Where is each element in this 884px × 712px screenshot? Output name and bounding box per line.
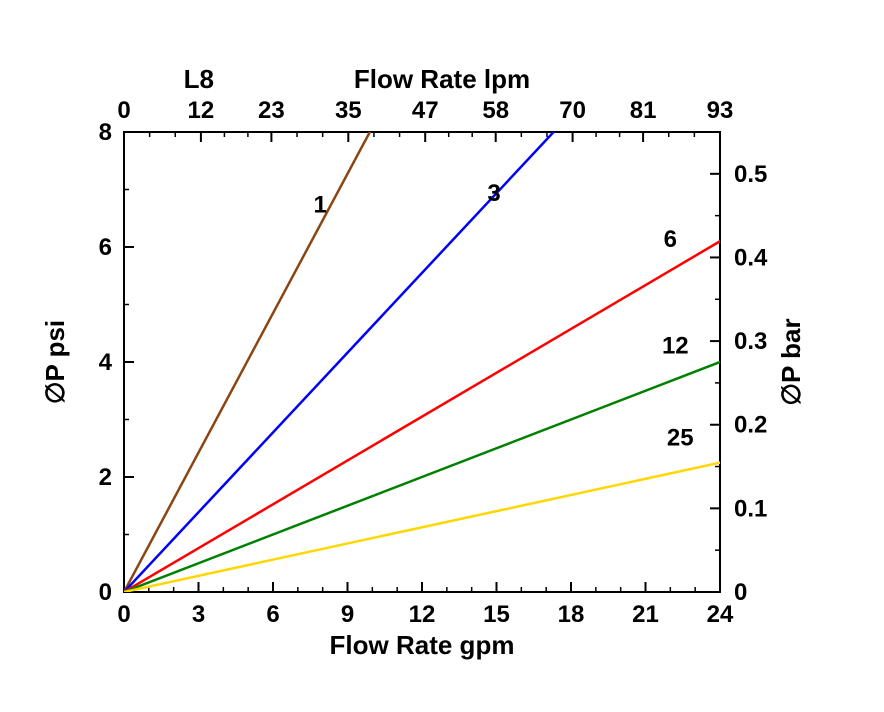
top-tick-label: 81 <box>630 97 657 124</box>
series-label-1: 1 <box>314 192 327 219</box>
bottom-tick-label: 12 <box>409 601 436 628</box>
top-tick-label: 0 <box>117 97 130 124</box>
chart-svg: 03691215182124Flow Rate gpm0122335475870… <box>0 0 884 712</box>
top-tick-label: 47 <box>412 97 439 124</box>
left-tick-label: 0 <box>99 579 112 606</box>
bottom-tick-label: 24 <box>707 601 734 628</box>
bottom-tick-label: 15 <box>483 601 510 628</box>
bottom-tick-label: 18 <box>558 601 585 628</box>
right-tick-label: 0.4 <box>734 244 768 271</box>
right-tick-label: 0.2 <box>734 412 767 439</box>
right-tick-label: 0 <box>734 579 747 606</box>
left-tick-label: 2 <box>99 464 112 491</box>
top-tick-label: 12 <box>188 97 215 124</box>
right-axis-label: ∅P bar <box>776 318 806 405</box>
series-label-25: 25 <box>667 424 694 451</box>
right-tick-label: 0.3 <box>734 328 767 355</box>
top-axis-label: Flow Rate lpm <box>354 64 530 94</box>
bottom-tick-label: 21 <box>632 601 659 628</box>
bottom-axis-label: Flow Rate gpm <box>330 630 515 660</box>
series-label-12: 12 <box>662 332 689 359</box>
left-tick-label: 8 <box>99 119 112 146</box>
right-tick-label: 0.1 <box>734 495 767 522</box>
series-label-6: 6 <box>664 226 677 253</box>
top-tick-label: 58 <box>482 97 509 124</box>
top-tick-label: 23 <box>258 97 285 124</box>
chart-container: 03691215182124Flow Rate gpm0122335475870… <box>0 0 884 712</box>
bottom-tick-label: 6 <box>266 601 279 628</box>
top-tick-label: 35 <box>335 97 362 124</box>
bottom-tick-label: 3 <box>192 601 205 628</box>
chart-marker-l8: L8 <box>184 64 214 94</box>
left-axis-label: ∅P psi <box>40 320 70 404</box>
left-tick-label: 6 <box>99 234 112 261</box>
series-label-3: 3 <box>487 180 500 207</box>
top-tick-label: 70 <box>559 97 586 124</box>
bottom-tick-label: 0 <box>117 601 130 628</box>
left-tick-label: 4 <box>99 349 113 376</box>
top-tick-label: 93 <box>707 97 734 124</box>
bottom-tick-label: 9 <box>341 601 354 628</box>
right-tick-label: 0.5 <box>734 161 767 188</box>
